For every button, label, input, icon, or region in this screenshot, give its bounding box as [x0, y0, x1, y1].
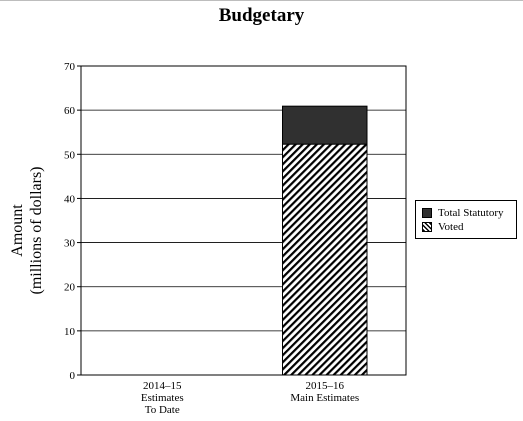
bar-segment-voted — [282, 143, 368, 376]
y-tick-label: 50 — [64, 149, 76, 161]
y-tick-label: 60 — [64, 105, 76, 117]
legend-item-total-statutory: Total Statutory — [422, 206, 516, 220]
y-axis-title: (millions of dollars) — [28, 167, 45, 295]
legend-label: Voted — [438, 221, 464, 233]
y-tick-label: 70 — [64, 61, 76, 73]
y-tick-label: 10 — [64, 326, 76, 338]
chart-title: Budgetary — [218, 5, 305, 26]
legend-swatch-hatched — [422, 222, 432, 232]
x-tick-label: Estimates — [141, 392, 184, 404]
x-tick-label: 2014–15 — [143, 380, 182, 392]
y-tick-label: 30 — [64, 238, 76, 250]
grid-lines — [81, 109, 406, 332]
x-tick-label: 2015–16 — [306, 380, 345, 392]
y-tick-label: 40 — [64, 193, 76, 205]
x-tick-label: Main Estimates — [290, 392, 359, 404]
legend: Total Statutory Voted — [415, 200, 517, 239]
top-border — [0, 0, 523, 1]
y-axis-title: Amount — [9, 204, 26, 257]
plot-frame — [80, 65, 407, 376]
bar-segment-total-statutory — [282, 105, 368, 145]
y-tick-label: 20 — [64, 282, 76, 294]
legend-swatch-solid — [422, 208, 432, 218]
x-tick-label: To Date — [145, 404, 180, 416]
legend-item-voted: Voted — [422, 220, 516, 234]
legend-label: Total Statutory — [438, 207, 504, 219]
bars — [282, 105, 368, 376]
y-tick-label: 0 — [70, 370, 76, 382]
axes — [77, 65, 407, 376]
